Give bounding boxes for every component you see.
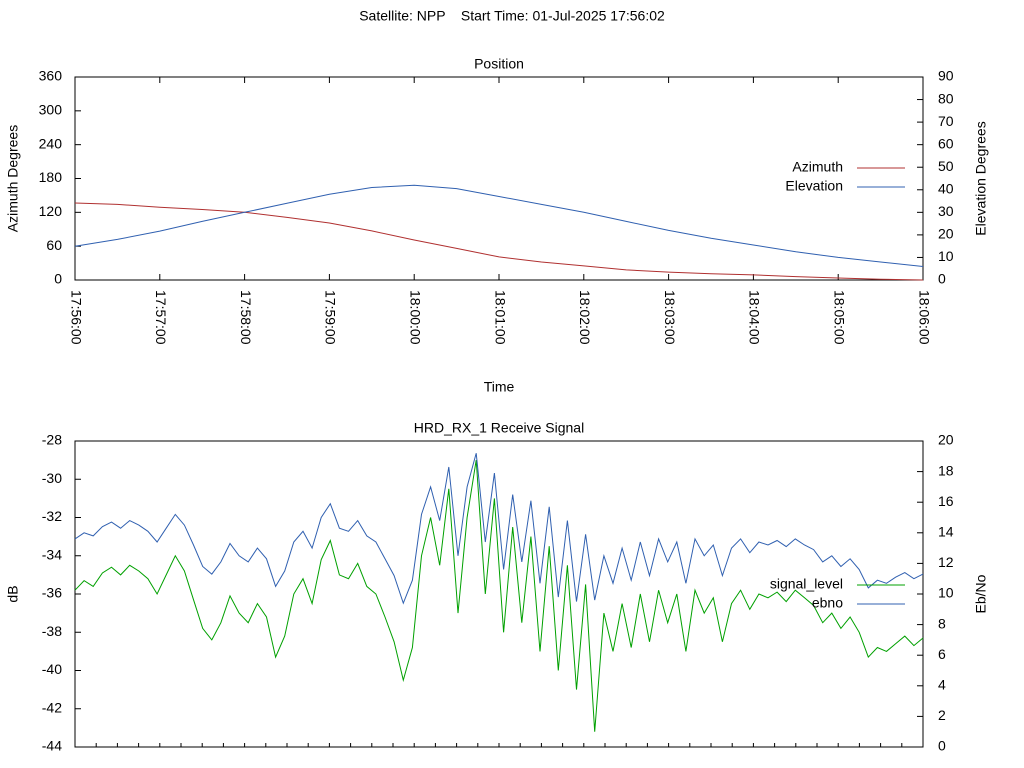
- y2-tick-label: 0: [938, 738, 946, 754]
- y-tick-label: 0: [54, 271, 62, 287]
- series-line: [74, 460, 924, 732]
- y-axis-label: Azimuth Degrees: [5, 125, 21, 232]
- series-line: [74, 453, 924, 605]
- legend-label: ebno: [812, 595, 843, 611]
- y-tick-label: -40: [42, 661, 62, 677]
- y2-tick-label: 30: [938, 203, 954, 219]
- y2-tick-label: 0: [938, 271, 946, 287]
- y-tick-label: 120: [39, 203, 63, 219]
- y2-tick-label: 4: [938, 677, 946, 693]
- x-tick-label: 18:04:00: [747, 290, 763, 345]
- series-line: [74, 202, 924, 281]
- y-axis-label: dB: [5, 585, 21, 602]
- x-axis-label: Time: [484, 379, 515, 395]
- y2-tick-label: 12: [938, 554, 954, 570]
- y2-tick-label: 70: [938, 113, 954, 129]
- legend-label: signal_level: [770, 576, 843, 592]
- x-tick-label: 17:59:00: [323, 290, 339, 345]
- y2-tick-label: 60: [938, 135, 954, 151]
- y-tick-label: -30: [42, 470, 62, 486]
- y2-tick-label: 6: [938, 646, 946, 662]
- x-tick-label: 18:01:00: [492, 290, 508, 345]
- y2-tick-label: 2: [938, 707, 946, 723]
- y-tick-label: 360: [39, 68, 63, 84]
- y-tick-label: -44: [42, 738, 62, 754]
- y2-tick-label: 50: [938, 158, 954, 174]
- legend-label: Elevation: [785, 178, 843, 194]
- y-tick-label: 300: [39, 102, 63, 118]
- x-tick-label: 17:56:00: [68, 290, 84, 345]
- y2-tick-label: 18: [938, 462, 954, 478]
- y2-axis-label: Elevation Degrees: [973, 121, 989, 235]
- y2-axis-label: Eb/No: [973, 574, 989, 613]
- y-tick-label: -34: [42, 546, 62, 562]
- chart-title: HRD_RX_1 Receive Signal: [414, 420, 584, 436]
- x-tick-label: 18:00:00: [407, 290, 423, 345]
- chart-title: Position: [474, 56, 524, 72]
- x-tick-label: 18:03:00: [662, 290, 678, 345]
- y2-tick-label: 14: [938, 524, 954, 540]
- x-tick-label: 17:57:00: [153, 290, 169, 345]
- page-title: Satellite: NPP Start Time: 01-Jul-2025 1…: [359, 8, 665, 24]
- y2-tick-label: 10: [938, 248, 954, 264]
- y2-tick-label: 10: [938, 585, 954, 601]
- y-tick-label: -36: [42, 585, 62, 601]
- x-tick-label: 18:05:00: [831, 290, 847, 345]
- y-tick-label: -42: [42, 699, 62, 715]
- y-tick-label: -38: [42, 623, 62, 639]
- y2-tick-label: 16: [938, 493, 954, 509]
- plot-border: [74, 440, 924, 748]
- y-tick-label: -32: [42, 508, 62, 524]
- x-tick-label: 18:02:00: [577, 290, 593, 345]
- legend-label: Azimuth: [792, 159, 843, 175]
- series-line: [74, 184, 924, 267]
- y-tick-label: 180: [39, 169, 63, 185]
- plot-border: [74, 76, 924, 281]
- y2-tick-label: 40: [938, 180, 954, 196]
- y-tick-label: 60: [46, 237, 62, 253]
- y2-tick-label: 20: [938, 226, 954, 242]
- y2-tick-label: 20: [938, 432, 954, 448]
- x-tick-label: 18:06:00: [916, 290, 932, 345]
- x-tick-label: 17:58:00: [238, 290, 254, 345]
- y2-tick-label: 80: [938, 90, 954, 106]
- y2-tick-label: 90: [938, 68, 954, 84]
- y2-tick-label: 8: [938, 615, 946, 631]
- y-tick-label: -28: [42, 432, 62, 448]
- y-tick-label: 240: [39, 135, 63, 151]
